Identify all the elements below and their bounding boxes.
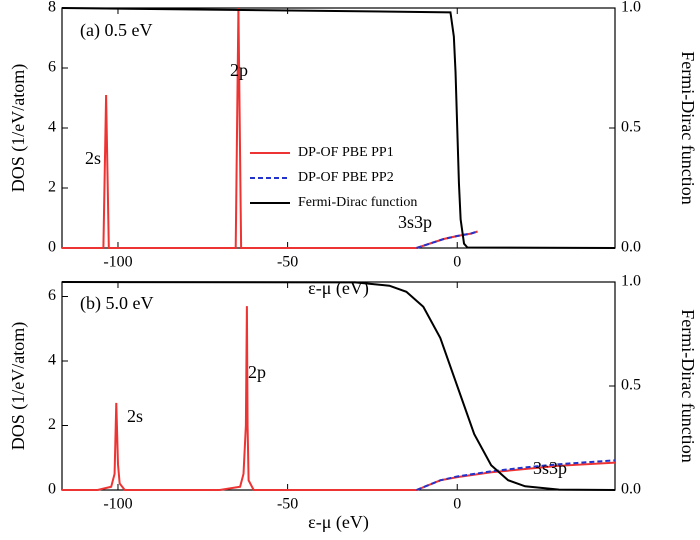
- y-axis-label: DOS (1/eV/atom): [8, 322, 29, 450]
- x-tick-label: 0: [453, 254, 461, 271]
- x-tick-label: -100: [103, 496, 132, 513]
- x-tick-label: -100: [103, 254, 132, 271]
- x-tick-label: -50: [277, 254, 298, 271]
- y2-tick-label: 0.5: [621, 377, 641, 394]
- series-line: [61, 7, 616, 249]
- y2-tick-label: 0.0: [621, 481, 641, 498]
- y2-tick-label: 1.0: [621, 0, 641, 16]
- y-tick-label: 2: [48, 416, 56, 433]
- series-line: [62, 306, 616, 491]
- annotation: 3s3p: [533, 458, 567, 478]
- x-axis-label: ε-μ (eV): [308, 278, 369, 299]
- y-tick-label: 0: [48, 481, 56, 498]
- x-axis-label: ε-μ (eV): [308, 512, 369, 533]
- y-axis-label: DOS (1/eV/atom): [8, 64, 29, 192]
- y2-tick-label: 1.0: [621, 273, 641, 290]
- annotation: 2s: [85, 148, 101, 168]
- annotation: (b) 5.0 eV: [80, 293, 153, 314]
- x-tick-label: -50: [277, 496, 298, 513]
- y-tick-label: 6: [48, 59, 56, 76]
- annotation: (a) 0.5 eV: [80, 20, 152, 41]
- annotation: 2s: [127, 406, 143, 426]
- annotation: 3s3p: [398, 212, 432, 232]
- series-line: [416, 459, 616, 491]
- series-line: [416, 230, 478, 249]
- plot-frame: [61, 7, 616, 249]
- y-tick-label: 0: [48, 239, 56, 256]
- series-line: [61, 281, 616, 491]
- y-tick-label: 6: [48, 287, 56, 304]
- annotation: 2p: [230, 60, 248, 80]
- legend-label: DP-OF PBE PP2: [298, 170, 394, 185]
- y2-tick-label: 0.0: [621, 239, 641, 256]
- y-tick-label: 2: [48, 179, 56, 196]
- y-tick-label: 4: [48, 119, 56, 136]
- y-tick-label: 4: [48, 352, 56, 369]
- y2-tick-label: 0.5: [621, 119, 641, 136]
- y2-axis-label: Fermi-Dirac function: [678, 51, 698, 204]
- legend-label: Fermi-Dirac function: [298, 195, 417, 210]
- annotation: 2p: [248, 362, 266, 382]
- x-tick-label: 0: [453, 496, 461, 513]
- legend-label: DP-OF PBE PP1: [298, 145, 394, 160]
- y-tick-label: 8: [48, 0, 56, 16]
- y2-axis-label: Fermi-Dirac function: [678, 309, 698, 462]
